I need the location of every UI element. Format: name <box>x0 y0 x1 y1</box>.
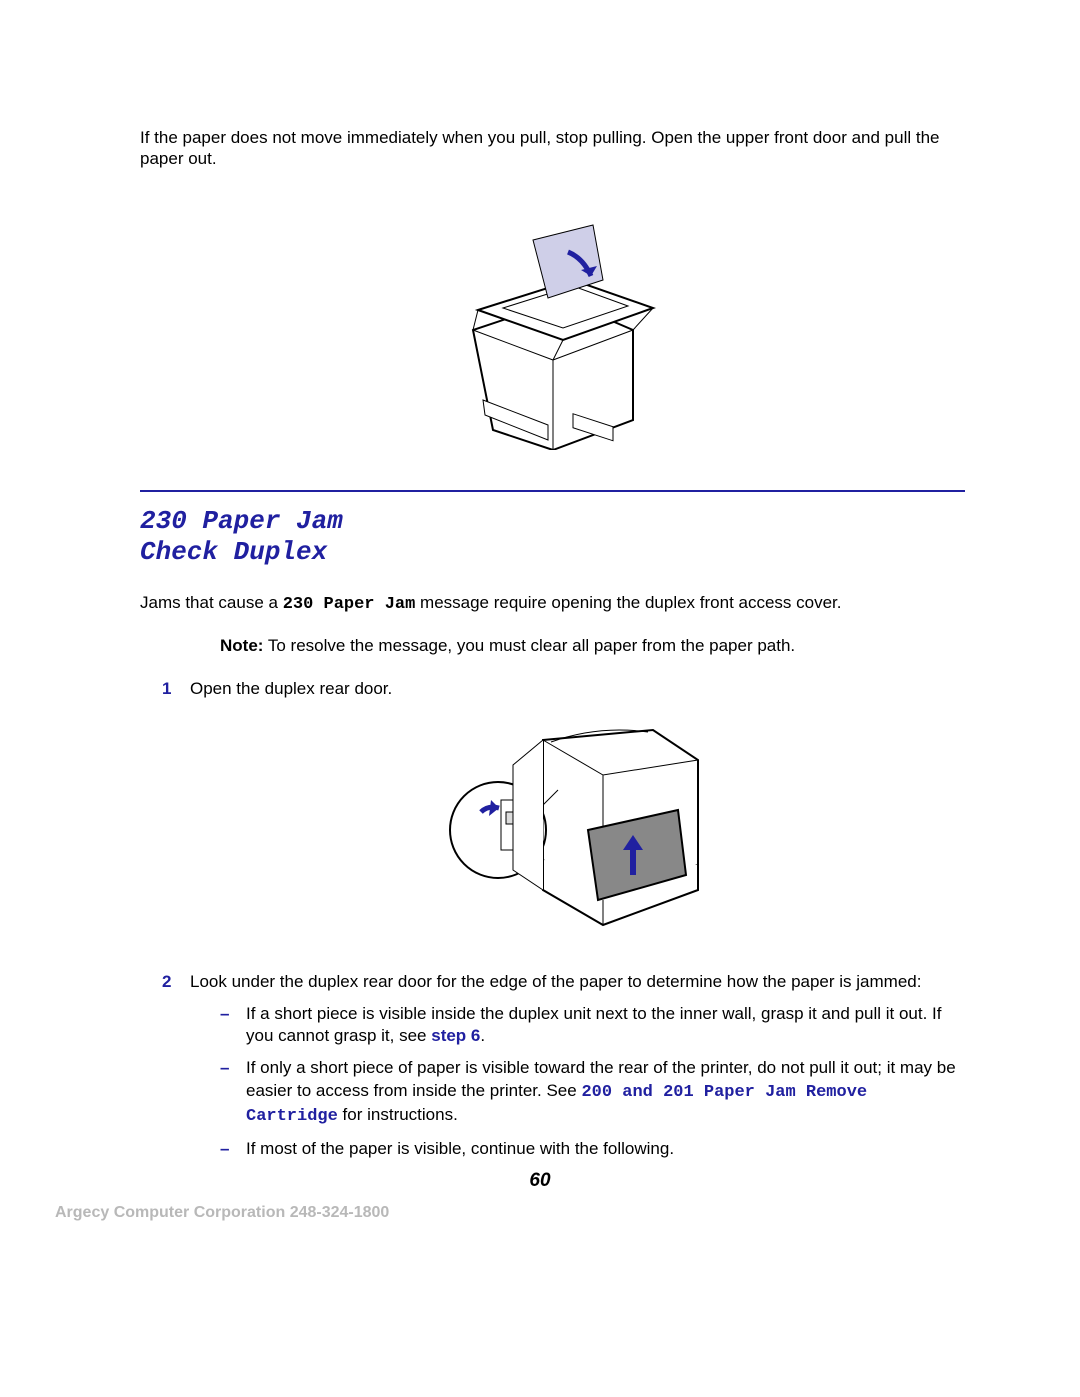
section-rule <box>140 490 965 492</box>
printer-top-illustration <box>423 200 683 450</box>
dash-icon: – <box>220 1057 229 1079</box>
step-2-number: 2 <box>162 971 171 993</box>
note-label: Note: <box>220 636 263 655</box>
paragraph-pre: Jams that cause a <box>140 593 283 612</box>
intro-paragraph: If the paper does not move immediately w… <box>140 127 965 170</box>
printer-rear-illustration <box>443 720 713 930</box>
note-text: To resolve the message, you must clear a… <box>263 636 795 655</box>
note-line: Note: To resolve the message, you must c… <box>220 636 965 656</box>
heading-line-1: 230 Paper Jam <box>140 506 343 536</box>
sub-list: – If a short piece is visible inside the… <box>220 1003 965 1160</box>
section-paragraph: Jams that cause a 230 Paper Jam message … <box>140 592 965 616</box>
heading-line-2: Check Duplex <box>140 537 327 567</box>
sub-1-text-a: If a short piece is visible inside the d… <box>246 1004 942 1045</box>
step-1-text: Open the duplex rear door. <box>190 679 392 698</box>
link-step6[interactable]: step 6 <box>431 1026 480 1045</box>
step-1-number: 1 <box>162 678 171 700</box>
sub-3-text-a: If most of the paper is visible, continu… <box>246 1139 674 1158</box>
page-number: 60 <box>0 1170 1080 1192</box>
step-2-text: Look under the duplex rear door for the … <box>190 972 921 991</box>
step-1: 1 Open the duplex rear door. <box>162 678 965 936</box>
sub-1-text-b: . <box>480 1026 485 1045</box>
paragraph-post: message require opening the duplex front… <box>415 593 841 612</box>
sub-2-text-b: for instructions. <box>338 1105 458 1124</box>
footer-text: Argecy Computer Corporation 248-324-1800 <box>55 1204 389 1222</box>
sub-item-3: – If most of the paper is visible, conti… <box>220 1138 965 1160</box>
sub-item-2: – If only a short piece of paper is visi… <box>220 1057 965 1127</box>
paragraph-mono: 230 Paper Jam <box>283 595 416 614</box>
section-heading: 230 Paper Jam Check Duplex <box>140 506 965 568</box>
dash-icon: – <box>220 1138 229 1160</box>
step-list: 1 Open the duplex rear door. <box>162 678 965 1160</box>
dash-icon: – <box>220 1003 229 1025</box>
figure-printer-top <box>140 200 965 455</box>
sub-item-1: – If a short piece is visible inside the… <box>220 1003 965 1047</box>
step-2: 2 Look under the duplex rear door for th… <box>162 971 965 1160</box>
figure-printer-rear <box>190 720 965 936</box>
